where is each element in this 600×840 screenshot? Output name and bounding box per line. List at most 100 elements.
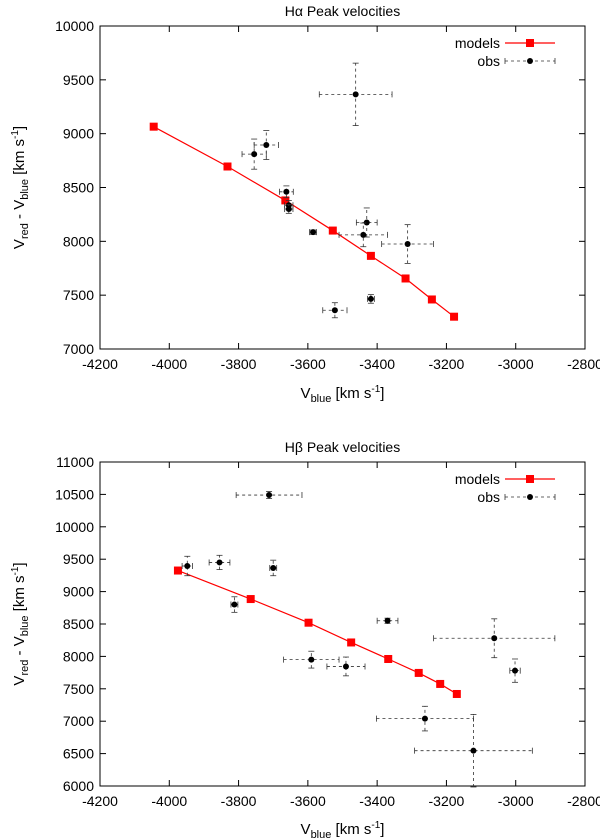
legend-marker-obs	[527, 494, 533, 500]
obs-caps	[269, 559, 278, 577]
legend-marker-models	[526, 475, 534, 483]
legend-marker-obs	[527, 58, 533, 64]
x-tick-label: -2800	[567, 356, 600, 372]
x-tick-label: -3000	[498, 356, 534, 372]
obs-point	[251, 151, 258, 158]
y-tick-label: 11000	[56, 454, 94, 470]
obs-caps	[230, 596, 239, 613]
obs-caps	[509, 658, 521, 683]
x-tick-label: -3600	[290, 356, 326, 372]
legend-label-models: models	[455, 35, 500, 51]
x-tick-label: -3400	[359, 356, 395, 372]
legend-label-obs: obs	[477, 489, 500, 505]
models-point	[223, 162, 232, 171]
obs-point	[266, 492, 273, 499]
obs-caps	[414, 713, 533, 788]
x-tick-label: -3200	[429, 356, 465, 372]
obs-point	[283, 188, 290, 195]
y-tick-label: 9500	[63, 551, 94, 567]
obs-caps	[279, 185, 294, 199]
y-axis-label: Vred - Vblue [km s-1]	[10, 126, 31, 249]
obs-point	[512, 667, 519, 674]
models-point	[450, 312, 459, 321]
legend: models obs	[455, 35, 556, 69]
models-point	[414, 668, 423, 677]
obs-point	[308, 656, 315, 663]
y-tick-label: 10500	[55, 486, 94, 502]
obs-point	[231, 601, 238, 608]
y-tick-label: 10000	[55, 519, 94, 535]
models-line	[153, 126, 455, 318]
y-tick-label: 9000	[63, 126, 94, 142]
obs-point	[352, 91, 359, 98]
x-tick-label: -4200	[82, 793, 118, 809]
chart-panel-1: Hα Peak velocities -4200 -4000 -3800 -3600 -3…	[10, 3, 600, 405]
models-point	[384, 654, 393, 663]
x-tick-label: -4000	[151, 356, 187, 372]
legend-marker-models	[526, 39, 534, 47]
obs-point	[360, 231, 367, 238]
obs-point	[184, 563, 191, 570]
obs-caps	[326, 656, 366, 677]
chart-panel-2: Hβ Peak velocities -4200 -4000 -3800 -3600 -3…	[10, 439, 600, 840]
x-tick-label: -3800	[221, 356, 257, 372]
models-point	[328, 226, 337, 235]
models-point	[281, 196, 290, 205]
obs-point	[263, 141, 270, 148]
x-tick-label: -2800	[567, 793, 600, 809]
models-point	[366, 251, 375, 260]
obs-caps	[235, 491, 303, 500]
obs-caps	[338, 222, 388, 248]
obs-point	[270, 564, 277, 571]
x-tick-label: -3600	[290, 793, 326, 809]
models-point	[246, 595, 255, 604]
x-tick-label: -4200	[82, 356, 118, 372]
y-tick-label: 8000	[63, 648, 94, 664]
obs-caps	[241, 138, 267, 170]
obs-errorbar	[509, 658, 521, 683]
obs-point	[331, 307, 338, 314]
obs-point	[384, 617, 391, 624]
x-tick-label: -4000	[151, 793, 187, 809]
y-tick-label: 6000	[63, 778, 94, 794]
models-point	[304, 618, 313, 627]
obs-errorbar	[182, 556, 193, 576]
models-point	[452, 689, 461, 698]
models-point	[436, 679, 445, 688]
obs-caps	[208, 554, 231, 570]
chart-title: Hα Peak velocities	[285, 3, 400, 19]
models-point	[427, 295, 436, 304]
legend: models obs	[455, 471, 556, 505]
obs-point	[470, 747, 477, 754]
y-tick-label: 7500	[63, 287, 94, 303]
obs-point	[363, 219, 370, 226]
obs-point	[491, 635, 498, 642]
obs-caps	[284, 204, 294, 214]
x-tick-label: -3200	[429, 793, 465, 809]
x-tick-label: -3800	[221, 793, 257, 809]
x-tick-label: -3400	[359, 793, 395, 809]
y-tick-label: 10000	[55, 18, 94, 34]
legend-label-models: models	[455, 471, 500, 487]
obs-caps	[318, 62, 393, 126]
y-tick-label: 7000	[63, 341, 94, 357]
x-axis-label: Vblue [km s-1]	[301, 384, 385, 405]
y-tick-label: 8500	[63, 180, 94, 196]
plot-frame	[99, 25, 586, 350]
y-axis-label: Vred - Vblue [km s-1]	[10, 562, 31, 685]
models-point	[173, 566, 182, 575]
legend-label-obs: obs	[477, 53, 500, 69]
obs-point	[342, 663, 349, 670]
obs-point	[285, 206, 292, 213]
models-point	[401, 274, 410, 283]
models-point	[347, 638, 356, 647]
x-tick-label: -3000	[498, 793, 534, 809]
x-axis-label: Vblue [km s-1]	[301, 820, 385, 840]
obs-caps	[433, 618, 556, 659]
obs-point	[216, 559, 223, 566]
y-tick-label: 7500	[63, 681, 94, 697]
obs-caps	[181, 555, 193, 577]
y-tick-label: 6500	[63, 746, 94, 762]
